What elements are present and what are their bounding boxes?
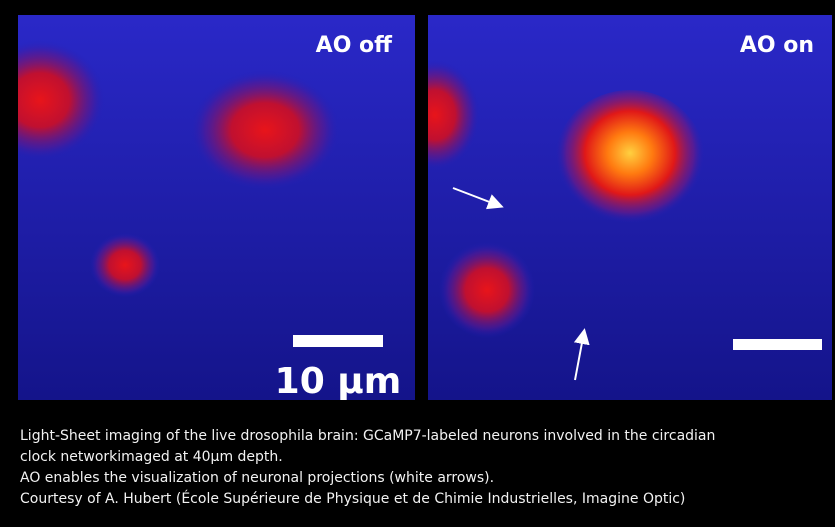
caption: Light-Sheet imaging of the live drosophi… — [20, 426, 715, 510]
figure: AO off 10 µm AO on — [0, 0, 835, 420]
caption-line: Courtesy of A. Hubert (École Supérieure … — [20, 489, 715, 510]
caption-line: Light-Sheet imaging of the live drosophi… — [20, 426, 715, 447]
panel-label: AO on — [740, 33, 814, 58]
scale-bar — [293, 335, 383, 347]
panel-ao-on: AO on — [390, 15, 832, 400]
scale-label: 10 µm — [275, 361, 402, 402]
panel-ao-off: AO off 10 µm — [0, 15, 415, 402]
panel-label: AO off — [316, 33, 394, 58]
page: AO off 10 µm AO on Light-Sheet imaging o… — [0, 0, 835, 527]
scale-bar — [733, 339, 822, 350]
caption-line: AO enables the visualization of neuronal… — [20, 468, 715, 489]
caption-line: clock networkimaged at 40µm depth. — [20, 447, 715, 468]
